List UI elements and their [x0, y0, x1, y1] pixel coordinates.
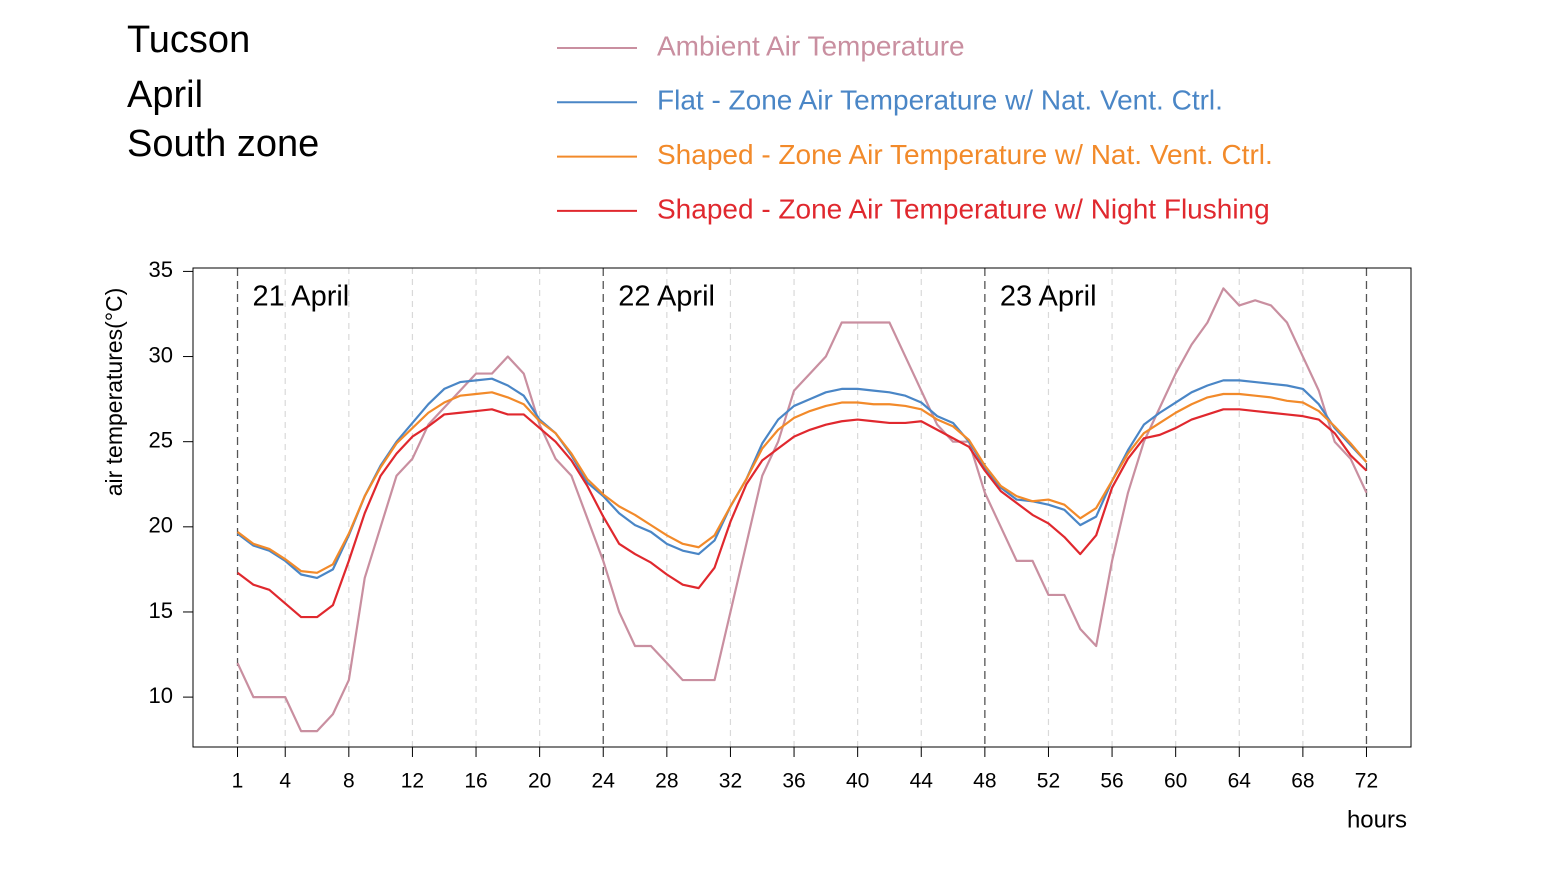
x-tick-label: 24 [592, 770, 616, 793]
y-tick-label: 20 [149, 513, 173, 538]
x-tick-label: 44 [910, 770, 934, 793]
x-tick-label: 40 [846, 770, 869, 793]
x-tick-label: 36 [782, 770, 805, 793]
day-label: 22 April [618, 281, 715, 313]
series-line [236, 287, 1368, 733]
x-tick-label: 64 [1228, 770, 1252, 793]
x-tick-label: 12 [401, 770, 424, 793]
x-tick-label: 8 [343, 770, 355, 793]
day-label: 23 April [1000, 281, 1097, 313]
series-line [236, 391, 1368, 574]
x-tick-label: 56 [1100, 770, 1123, 793]
y-tick-label: 35 [149, 257, 173, 282]
x-tick-label: 60 [1164, 770, 1187, 793]
legend-label: Flat - Zone Air Temperature w/ Nat. Vent… [657, 85, 1223, 116]
x-tick-label: 52 [1037, 770, 1060, 793]
title-line: South zone [127, 123, 319, 165]
title-line: Tucson [127, 19, 250, 61]
x-tick-label: 48 [973, 770, 996, 793]
day-label: 21 April [253, 281, 350, 313]
x-axis-label: hours [1347, 806, 1407, 833]
y-tick-label: 15 [149, 598, 173, 623]
x-tick-label: 68 [1291, 770, 1314, 793]
series-line [236, 377, 1368, 580]
y-tick-label: 25 [149, 427, 173, 452]
legend-label: Ambient Air Temperature [657, 30, 965, 61]
series-line [236, 408, 1368, 619]
x-tick-label: 28 [655, 770, 678, 793]
y-tick-label: 10 [149, 683, 173, 708]
legend-label: Shaped - Zone Air Temperature w/ Nat. Ve… [657, 139, 1273, 170]
x-tick-label: 20 [528, 770, 551, 793]
x-tick-label: 1 [232, 770, 244, 793]
plot-frame [192, 267, 1412, 748]
x-tick-label: 16 [464, 770, 487, 793]
x-tick-label: 32 [719, 770, 742, 793]
title-line: April [127, 74, 203, 116]
x-tick-label: 4 [279, 770, 291, 793]
y-tick-label: 30 [149, 342, 173, 367]
legend-label: Shaped - Zone Air Temperature w/ Night F… [657, 193, 1270, 224]
y-axis-label: air temperatures(°C) [101, 288, 127, 497]
x-tick-label: 72 [1355, 770, 1378, 793]
